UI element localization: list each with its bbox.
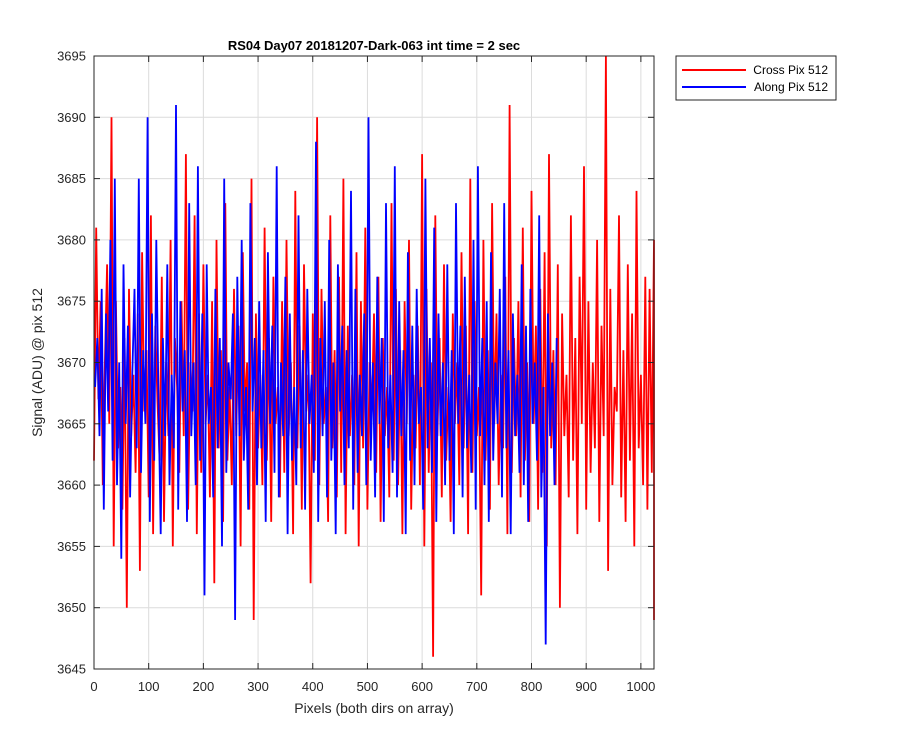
y-axis-label: Signal (ADU) @ pix 512 — [29, 288, 45, 437]
x-axis-label: Pixels (both dirs on array) — [294, 700, 454, 716]
x-tick-label: 400 — [302, 679, 324, 694]
legend-entry-label: Cross Pix 512 — [753, 63, 828, 77]
chart-title: RS04 Day07 20181207-Dark-063 int time = … — [228, 38, 520, 53]
y-tick-label: 3655 — [57, 539, 86, 554]
legend: Cross Pix 512 Along Pix 512 — [675, 55, 837, 101]
y-tick-label: 3685 — [57, 171, 86, 186]
x-tick-label: 0 — [90, 679, 97, 694]
x-tick-label: 1000 — [626, 679, 655, 694]
x-tick-label: 300 — [247, 679, 269, 694]
ticks: 0 100 200 300 400 500 600 700 800 900 1000 3645 3650… — [57, 49, 655, 695]
legend-box — [675, 55, 837, 101]
y-tick-label: 3660 — [57, 478, 86, 493]
x-tick-label: 600 — [411, 679, 433, 694]
x-tick-label: 800 — [521, 679, 543, 694]
y-tick-label: 3670 — [57, 355, 86, 370]
x-tick-label: 700 — [466, 679, 488, 694]
y-tick-label: 3645 — [57, 662, 86, 677]
y-tick-label: 3690 — [57, 110, 86, 125]
legend-entry-label: Along Pix 512 — [754, 80, 828, 94]
x-tick-label: 500 — [357, 679, 379, 694]
y-tick-label: 3680 — [57, 232, 86, 247]
x-tick-label: 900 — [575, 679, 597, 694]
series-line-along-pix-512 — [94, 104, 558, 645]
y-tick-label: 3650 — [57, 600, 86, 615]
x-tick-label: 100 — [138, 679, 160, 694]
series-layer — [93, 55, 655, 657]
x-tick-label: 200 — [193, 679, 215, 694]
y-tick-label: 3695 — [57, 49, 86, 64]
y-tick-label: 3675 — [57, 294, 86, 309]
y-tick-label: 3665 — [57, 416, 86, 431]
